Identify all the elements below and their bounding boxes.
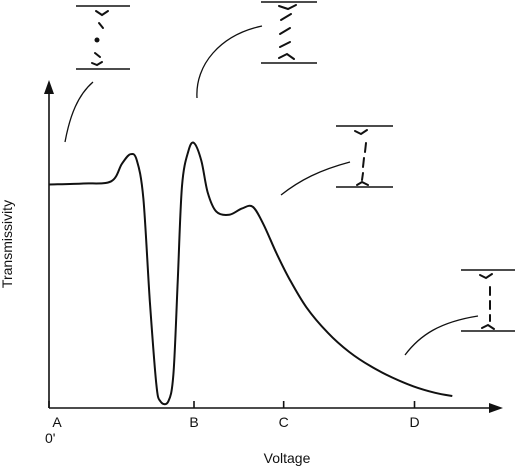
- molecule-mark: [357, 182, 368, 185]
- molecule-mark: [482, 325, 494, 329]
- molecule-mark: [95, 53, 100, 57]
- molecule-mark: [96, 11, 108, 15]
- molecule-mark: [355, 130, 367, 134]
- molecule-mark: [92, 62, 102, 65]
- molecule-mark: [280, 42, 290, 47]
- molecule-mark: [99, 23, 103, 28]
- molecule-mark: [279, 5, 296, 9]
- y-axis-label: Transmissivity: [0, 200, 15, 288]
- y-axis-arrow: [44, 80, 54, 94]
- transmissivity-curve: [49, 143, 452, 405]
- molecule-mark: [362, 173, 363, 180]
- molecule-mark: [365, 143, 366, 152]
- leader-line-b: [197, 26, 262, 98]
- leader-line-d: [405, 316, 478, 355]
- molecule-mark: [363, 158, 364, 167]
- cell-illustration-b: [197, 2, 317, 98]
- cell-illustration-a: [65, 6, 130, 142]
- x-tick-label: D: [409, 414, 419, 430]
- molecule-mark: [480, 274, 492, 278]
- origin-label: 0': [45, 430, 55, 446]
- x-tick-label: B: [189, 414, 198, 430]
- leader-line-c: [281, 162, 350, 195]
- cell-illustration-d: [405, 270, 515, 355]
- x-ticks: A B C D: [49, 401, 420, 430]
- x-axis-label: Voltage: [264, 450, 311, 466]
- molecule-mark: [281, 14, 291, 20]
- leader-line-a: [65, 82, 93, 142]
- molecule-dot: [95, 38, 100, 43]
- cell-illustrations: [65, 2, 515, 355]
- x-axis-arrow: [489, 403, 503, 413]
- x-tick-label: A: [52, 414, 62, 430]
- x-tick-label: C: [279, 414, 289, 430]
- molecule-mark: [279, 54, 294, 59]
- molecule-mark: [280, 28, 290, 34]
- cell-illustration-c: [281, 126, 393, 195]
